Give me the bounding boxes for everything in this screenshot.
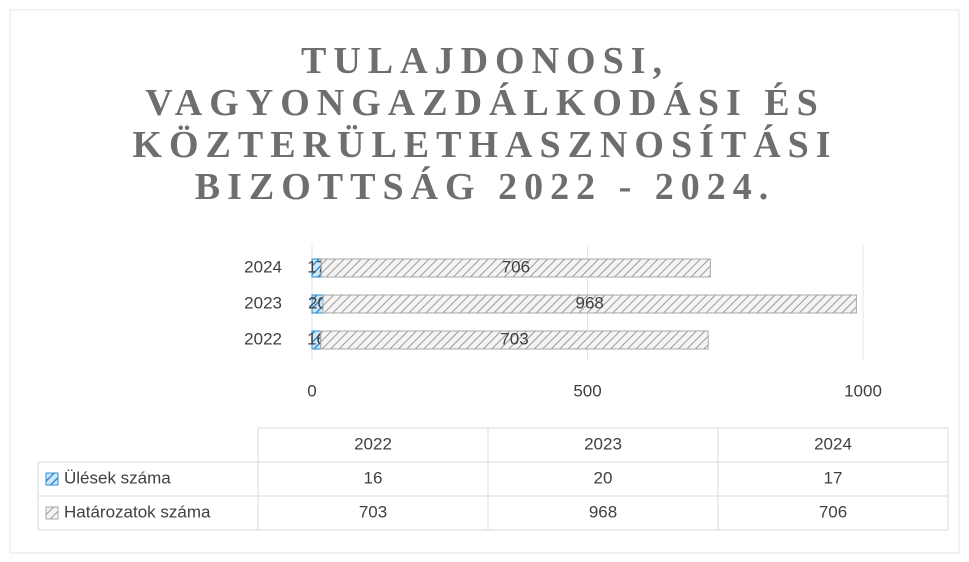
chart-title: TULAJDONOSI, VAGYONGAZDÁLKODÁSI ÉS KÖZTE… [132, 40, 838, 208]
y-tick-label: 2024 [244, 257, 282, 276]
table-cell: 706 [819, 502, 847, 521]
bar-segment [320, 330, 709, 350]
table-cell: 968 [589, 502, 617, 521]
table-cell: 703 [359, 502, 387, 521]
table-cell: 20 [594, 468, 613, 487]
legend-label: Határozatok száma [64, 502, 211, 521]
bar-segment [322, 294, 857, 314]
table-header: 2022 [354, 434, 392, 453]
x-tick-label: 1000 [844, 381, 882, 400]
table-cell: 16 [364, 468, 383, 487]
legend-key [45, 472, 59, 486]
table-header: 2023 [584, 434, 622, 453]
x-tick-label: 500 [573, 381, 601, 400]
x-tick-label: 0 [307, 381, 316, 400]
legend-label: Ülések száma [64, 468, 171, 487]
y-tick-label: 2022 [244, 329, 282, 348]
table-cell: 17 [824, 468, 843, 487]
data-label: 706 [502, 257, 530, 276]
chart-border [9, 9, 960, 554]
data-label: 968 [576, 293, 604, 312]
table-header: 2024 [814, 434, 852, 453]
y-tick-label: 2023 [244, 293, 282, 312]
legend-key [45, 506, 59, 520]
data-label: 703 [500, 329, 528, 348]
data-label: 20 [308, 293, 327, 312]
bar-segment [320, 258, 711, 278]
